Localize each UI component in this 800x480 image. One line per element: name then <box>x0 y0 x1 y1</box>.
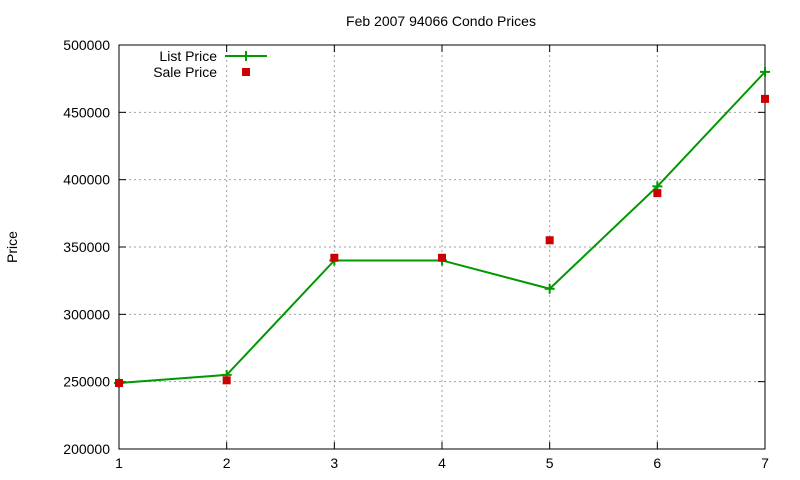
sale-price-point <box>115 379 123 388</box>
x-tick-label: 6 <box>653 455 661 471</box>
x-tick-label: 3 <box>330 455 338 471</box>
sale-price-point <box>438 253 446 262</box>
sale-price-point <box>653 189 662 198</box>
y-tick-label: 400000 <box>63 172 110 188</box>
x-tick-label: 4 <box>438 455 446 471</box>
sale-price-point <box>761 94 769 103</box>
x-tick-label: 7 <box>761 455 769 471</box>
y-axis-label: Price <box>4 231 20 263</box>
x-tick-label: 2 <box>223 455 231 471</box>
y-tick-label: 450000 <box>63 104 110 120</box>
sale-price-point <box>222 376 231 385</box>
y-tick-label: 250000 <box>63 374 110 390</box>
y-tick-label: 500000 <box>63 37 110 53</box>
legend-label: List Price <box>159 48 217 64</box>
plot-border <box>118 44 766 450</box>
list-price-point <box>760 66 770 77</box>
y-tick-label: 200000 <box>63 441 110 457</box>
tick-labels: 200000 250000 300000 350000 400000 450000 5000… <box>63 37 769 471</box>
x-tick-label: 1 <box>115 455 123 471</box>
legend-item: List Price <box>159 48 267 64</box>
series <box>114 66 770 389</box>
y-tick-label: 300000 <box>63 306 110 322</box>
sale-price-point <box>545 236 554 245</box>
chart-title: Feb 2007 94066 Condo Prices <box>346 13 536 29</box>
x-tick-label: 5 <box>546 455 554 471</box>
list-price-point <box>544 283 555 294</box>
legend-label: Sale Price <box>153 64 217 80</box>
y-tick-label: 350000 <box>63 239 110 255</box>
sale-price-point <box>330 253 339 262</box>
legend-swatch-marker <box>242 68 250 76</box>
plot-frame <box>118 44 766 450</box>
grid <box>119 45 765 449</box>
legend-swatch-marker <box>241 51 251 61</box>
legend-item: Sale Price <box>153 64 250 80</box>
